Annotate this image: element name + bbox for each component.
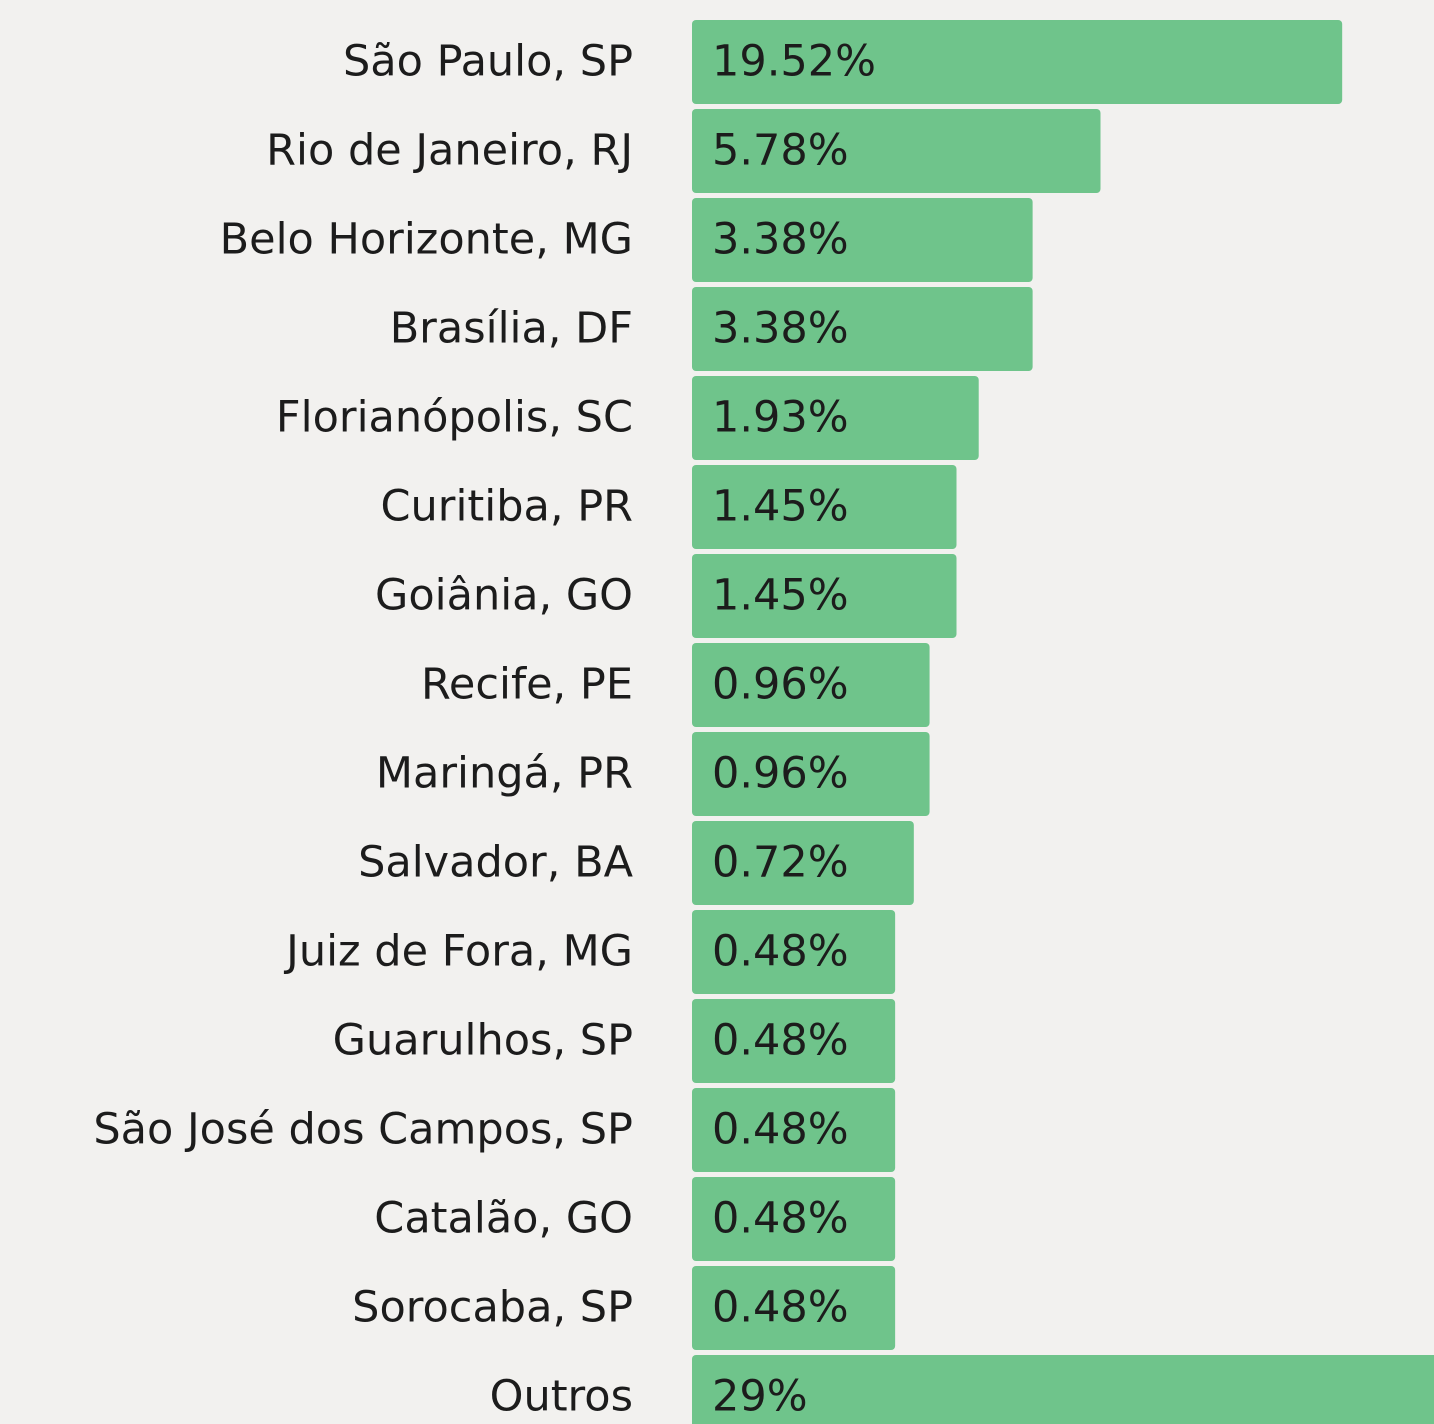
bar bbox=[692, 287, 1033, 371]
value-label: 0.96% bbox=[712, 660, 849, 710]
category-label: São José dos Campos, SP bbox=[93, 1105, 633, 1155]
value-label: 29% bbox=[712, 1372, 808, 1422]
value-label: 1.45% bbox=[712, 482, 849, 532]
bar bbox=[692, 1355, 1434, 1424]
bar bbox=[692, 732, 930, 816]
category-label: Goiânia, GO bbox=[375, 571, 633, 621]
category-label: Juiz de Fora, MG bbox=[283, 927, 633, 977]
bar bbox=[692, 554, 957, 638]
bar bbox=[692, 465, 957, 549]
value-label: 0.96% bbox=[712, 749, 849, 799]
value-label: 1.93% bbox=[712, 393, 849, 443]
bar bbox=[692, 1088, 896, 1172]
value-label: 3.38% bbox=[712, 215, 849, 265]
value-label: 19.52% bbox=[712, 37, 876, 87]
category-label: Maringá, PR bbox=[376, 749, 633, 799]
bar bbox=[692, 20, 1343, 104]
category-label: Florianópolis, SC bbox=[276, 393, 633, 443]
bar bbox=[692, 109, 1101, 193]
category-label: Brasília, DF bbox=[390, 304, 633, 354]
bar bbox=[692, 198, 1033, 282]
bar bbox=[692, 376, 979, 460]
category-label: Outros bbox=[490, 1372, 633, 1422]
value-label: 1.45% bbox=[712, 571, 849, 621]
value-label: 0.48% bbox=[712, 927, 849, 977]
category-label: Sorocaba, SP bbox=[352, 1283, 633, 1333]
bar bbox=[692, 1266, 896, 1350]
category-label: Recife, PE bbox=[421, 660, 633, 710]
bar bbox=[692, 821, 914, 905]
value-label: 5.78% bbox=[712, 126, 849, 176]
value-label: 0.48% bbox=[712, 1194, 849, 1244]
category-label: São Paulo, SP bbox=[343, 37, 633, 87]
value-label: 0.48% bbox=[712, 1016, 849, 1066]
category-label: Curitiba, PR bbox=[381, 482, 634, 532]
bar bbox=[692, 1177, 896, 1261]
category-label: Belo Horizonte, MG bbox=[220, 215, 633, 265]
value-label: 0.72% bbox=[712, 838, 849, 888]
value-label: 0.48% bbox=[712, 1283, 849, 1333]
category-label: Catalão, GO bbox=[374, 1194, 633, 1244]
bar bbox=[692, 910, 896, 994]
bar bbox=[692, 999, 896, 1083]
category-label: Guarulhos, SP bbox=[333, 1016, 633, 1066]
category-label: Salvador, BA bbox=[358, 838, 634, 888]
bar bbox=[692, 643, 930, 727]
category-label: Rio de Janeiro, RJ bbox=[266, 126, 633, 176]
value-label: 3.38% bbox=[712, 304, 849, 354]
value-label: 0.48% bbox=[712, 1105, 849, 1155]
